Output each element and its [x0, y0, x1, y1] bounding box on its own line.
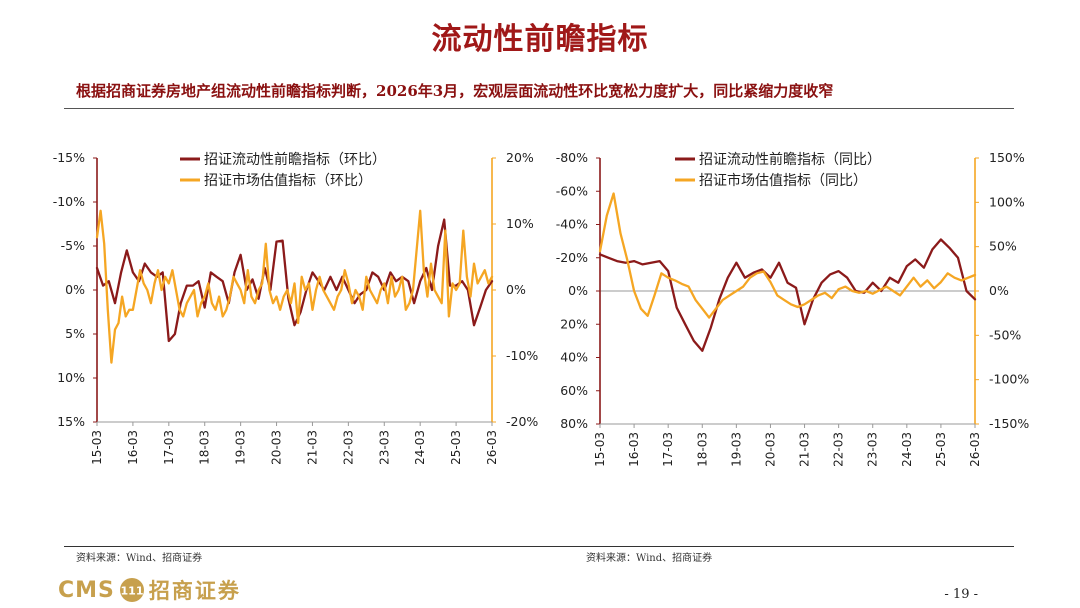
mom-right-tick-label: -20% [506, 414, 538, 429]
page-title: 流动性前瞻指标 [431, 22, 649, 57]
yoy-x-tick-label: 16-03 [627, 432, 641, 467]
yoy-left-tick-label: -40% [556, 217, 588, 232]
yoy-x-tick-label: 26-03 [968, 432, 982, 467]
bottom-divider [64, 546, 1014, 547]
mom-x-tick-label: 22-03 [341, 430, 355, 465]
chart-yoy: -80% -60% -40% -20% 0% 20% 40% 60% 80% 150% 100% 50… [556, 150, 1030, 467]
mom-left-tick-label: 15% [57, 414, 85, 429]
mom-x-tick-label: 26-03 [485, 430, 499, 465]
mom-right-tick-label: -10% [506, 348, 538, 363]
page-number: - 19 - [944, 587, 978, 602]
mom-legend-label-liquidity: 招证流动性前瞻指标（环比） [204, 151, 386, 168]
mom-series-liquidity-line [95, 218, 494, 343]
mom-left-tick-label: 10% [57, 370, 85, 385]
mom-x-tick-label: 21-03 [305, 430, 319, 465]
yoy-series-valuation-line [598, 192, 977, 319]
yoy-left-tick-label: -20% [556, 250, 588, 265]
yoy-right-tick-label: 150% [989, 150, 1025, 165]
yoy-x-tick-label: 21-03 [798, 432, 812, 467]
mom-x-tick-label: 15-03 [90, 430, 104, 465]
mom-left-tick-label: -5% [61, 238, 85, 253]
yoy-x-tick-label: 23-03 [866, 432, 880, 467]
yoy-right-tick-label: -50% [989, 327, 1021, 342]
mom-x-tick-label: 18-03 [198, 430, 212, 465]
yoy-x-tick-label: 20-03 [763, 432, 777, 467]
mom-left-tick-label: -10% [53, 194, 85, 209]
yoy-x-tick-label: 17-03 [661, 432, 675, 467]
yoy-right-tick-label: -150% [989, 416, 1029, 431]
logo-cn: 招商证券 [148, 579, 241, 603]
yoy-left-tick-label: 80% [560, 416, 588, 431]
yoy-x-tick-label: 22-03 [832, 432, 846, 467]
yoy-right-tick-label: 50% [989, 239, 1017, 254]
logo-mark-text: 111 [120, 585, 143, 598]
logo-text: CMS [58, 577, 115, 603]
yoy-left-tick-label: -60% [556, 183, 588, 198]
page-subtitle: 根据招商证券房地产组流动性前瞻指标判断，2026年3月，宏观层面流动性环比宽松力… [76, 82, 834, 100]
yoy-x-tick-label: 24-03 [900, 432, 914, 467]
yoy-left-tick-label: 60% [560, 383, 588, 398]
mom-x-tick-label: 20-03 [270, 430, 284, 465]
source-note-right: 资料来源：Wind、招商证券 [586, 553, 713, 564]
yoy-x-tick-label: 25-03 [934, 432, 948, 467]
yoy-left-tick-label: 20% [560, 316, 588, 331]
yoy-right-tick-label: -100% [989, 372, 1029, 387]
mom-right-tick-label: 20% [506, 150, 534, 165]
top-divider [64, 108, 1014, 109]
yoy-right-tick-label: 0% [989, 283, 1009, 298]
mom-x-tick-label: 23-03 [377, 430, 391, 465]
mom-x-tick-label: 16-03 [126, 430, 140, 465]
chart-mom: -15% -10% -5% 0% 5% 10% 15% 20% 10% 0% -10% -20% 15-… [53, 150, 539, 465]
yoy-legend-label-liquidity: 招证流动性前瞻指标（同比） [699, 151, 881, 168]
mom-x-tick-label: 25-03 [449, 430, 463, 465]
mom-left-tick-label: 5% [65, 326, 85, 341]
mom-x-tick-label: 24-03 [413, 430, 427, 465]
yoy-series-liquidity-line [598, 238, 977, 352]
yoy-legend-label-valuation: 招证市场估值指标（同比） [699, 172, 867, 189]
source-note-left: 资料来源：Wind、招商证券 [76, 553, 203, 564]
mom-right-tick-label: 0% [506, 282, 526, 297]
mom-right-tick-label: 10% [506, 216, 534, 231]
yoy-left-tick-label: -80% [556, 150, 588, 165]
yoy-x-tick-label: 15-03 [593, 432, 607, 467]
mom-left-tick-label: -15% [53, 150, 85, 165]
yoy-x-tick-label: 19-03 [729, 432, 743, 467]
mom-x-tick-label: 17-03 [162, 430, 176, 465]
mom-legend-label-valuation: 招证市场估值指标（环比） [204, 172, 372, 189]
yoy-left-tick-label: 40% [560, 350, 588, 365]
logo: CMS 111 招商证券 [58, 576, 241, 604]
mom-series-valuation-line [95, 209, 494, 364]
yoy-x-tick-label: 18-03 [695, 432, 709, 467]
mom-x-tick-label: 19-03 [234, 430, 248, 465]
logo-mark-icon: 111 [119, 578, 144, 602]
yoy-right-tick-label: 100% [989, 194, 1025, 209]
yoy-left-tick-label: 0% [568, 283, 588, 298]
mom-left-tick-label: 0% [65, 282, 85, 297]
